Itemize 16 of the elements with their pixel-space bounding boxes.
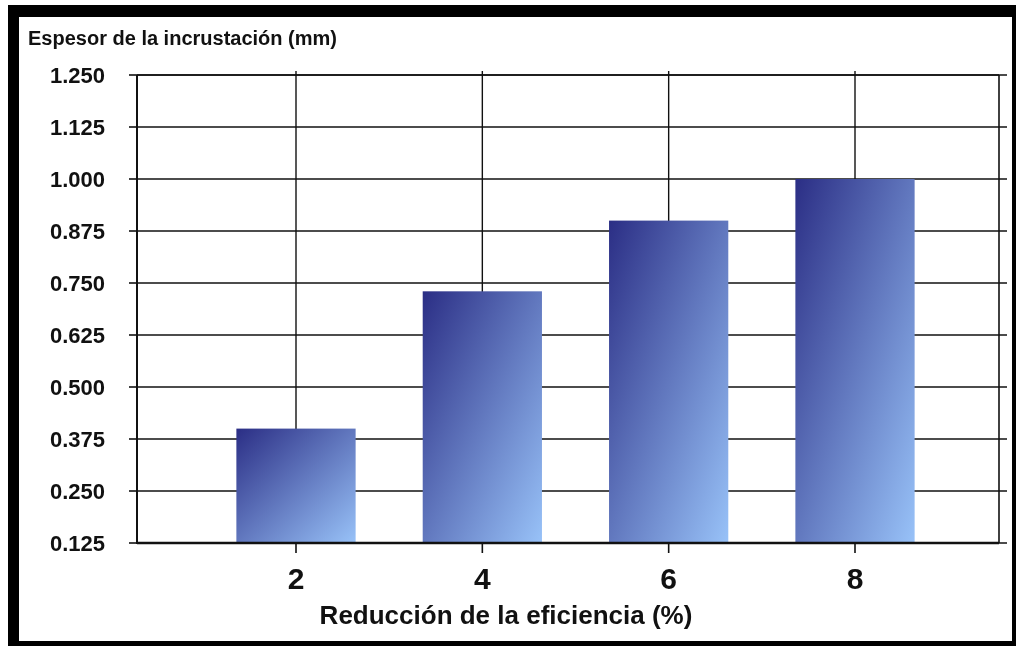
y-tick-label: 1.000 <box>49 166 105 192</box>
y-tick-label: 0.125 <box>49 530 105 556</box>
x-tick-label: 2 <box>287 562 305 595</box>
y-axis-title: Espesor de la incrustación (mm) <box>28 27 337 49</box>
y-tick-label: 0.750 <box>49 270 105 296</box>
x-tick-label: 8 <box>846 562 864 595</box>
y-tick-label: 1.125 <box>49 114 105 140</box>
x-tick-label: 4 <box>473 562 491 595</box>
y-tick-label: 0.875 <box>49 218 105 244</box>
y-tick-label: 0.375 <box>49 426 105 452</box>
y-tick-label: 0.250 <box>49 478 105 504</box>
y-tick-label: 1.250 <box>49 62 105 88</box>
x-axis-title: Reducción de la eficiencia (%) <box>319 600 693 630</box>
x-tick-label: 6 <box>660 562 678 595</box>
y-tick-label: 0.500 <box>49 374 105 400</box>
y-tick-label: 0.625 <box>49 322 105 348</box>
